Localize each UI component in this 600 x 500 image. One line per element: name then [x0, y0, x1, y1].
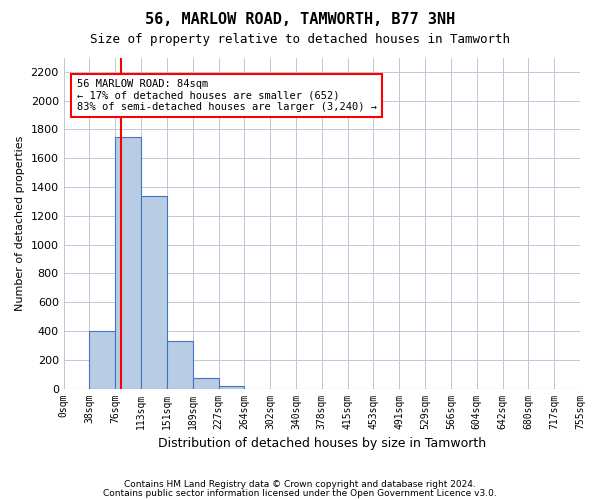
Y-axis label: Number of detached properties: Number of detached properties — [15, 136, 25, 310]
Bar — [141, 196, 167, 388]
Text: Contains HM Land Registry data © Crown copyright and database right 2024.: Contains HM Land Registry data © Crown c… — [124, 480, 476, 489]
Bar — [89, 331, 115, 388]
Bar — [218, 386, 244, 388]
X-axis label: Distribution of detached houses by size in Tamworth: Distribution of detached houses by size … — [158, 437, 486, 450]
Bar — [193, 378, 218, 388]
Text: Size of property relative to detached houses in Tamworth: Size of property relative to detached ho… — [90, 32, 510, 46]
Bar — [167, 341, 193, 388]
Text: 56, MARLOW ROAD, TAMWORTH, B77 3NH: 56, MARLOW ROAD, TAMWORTH, B77 3NH — [145, 12, 455, 28]
Bar — [115, 136, 141, 388]
Text: 56 MARLOW ROAD: 84sqm
← 17% of detached houses are smaller (652)
83% of semi-det: 56 MARLOW ROAD: 84sqm ← 17% of detached … — [77, 79, 377, 112]
Text: Contains public sector information licensed under the Open Government Licence v3: Contains public sector information licen… — [103, 489, 497, 498]
